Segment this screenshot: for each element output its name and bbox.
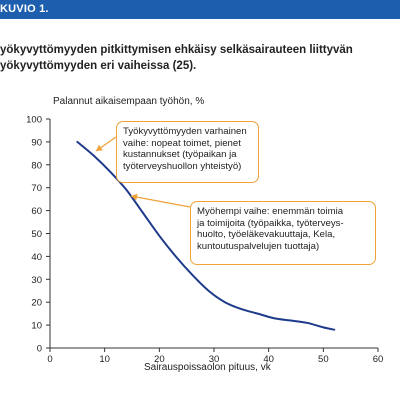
y-tick-label: 10 [31,321,42,332]
early-phase-arrow [96,137,116,151]
y-tick-label: 30 [31,275,42,286]
arrow-shaft [131,196,190,207]
early-phase-line-2: vaihe: nopeat toimet, pienet [123,138,252,150]
early-phase-line-4: työterveyshuollon yhteistyö) [123,161,252,173]
y-tick-label: 0 [37,344,42,355]
late-phase-line-2: ja toimijoita (työpaikka, työterveys- [197,218,369,230]
early-phase-annotation: Työkyvyttömyyden varhainen vaihe: nopeat… [116,121,259,183]
late-phase-line-1: Myöhempi vaihe: enemmän toimia [197,206,369,218]
x-axis-label: Sairauspoissaolon pituus, vk [144,362,271,373]
arrow-head [96,145,103,151]
y-tick-label: 40 [31,252,42,263]
y-tick-label: 20 [31,298,42,309]
x-tick-label: 50 [318,354,329,365]
y-tick-label: 50 [31,229,42,240]
early-phase-line-3: kustannukset (työpaikan ja [123,149,252,161]
y-tick-label: 60 [31,206,42,217]
late-phase-arrow [131,194,190,207]
early-phase-line-1: Työkyvyttömyyden varhainen [123,126,252,138]
late-phase-line-3: huolto, työeläkevakuuttaja, Kela, [197,229,369,241]
y-tick-label: 100 [26,115,42,126]
x-tick-label: 10 [99,354,110,365]
y-tick-label: 80 [31,160,42,171]
y-tick-label: 90 [31,137,42,148]
x-tick-label: 0 [47,354,52,365]
x-tick-label: 60 [373,354,384,365]
late-phase-line-4: kuntoutuspalvelujen tuottaja) [197,241,369,253]
late-phase-annotation: Myöhempi vaihe: enemmän toimia ja toimij… [190,201,376,265]
y-tick-label: 70 [31,183,42,194]
